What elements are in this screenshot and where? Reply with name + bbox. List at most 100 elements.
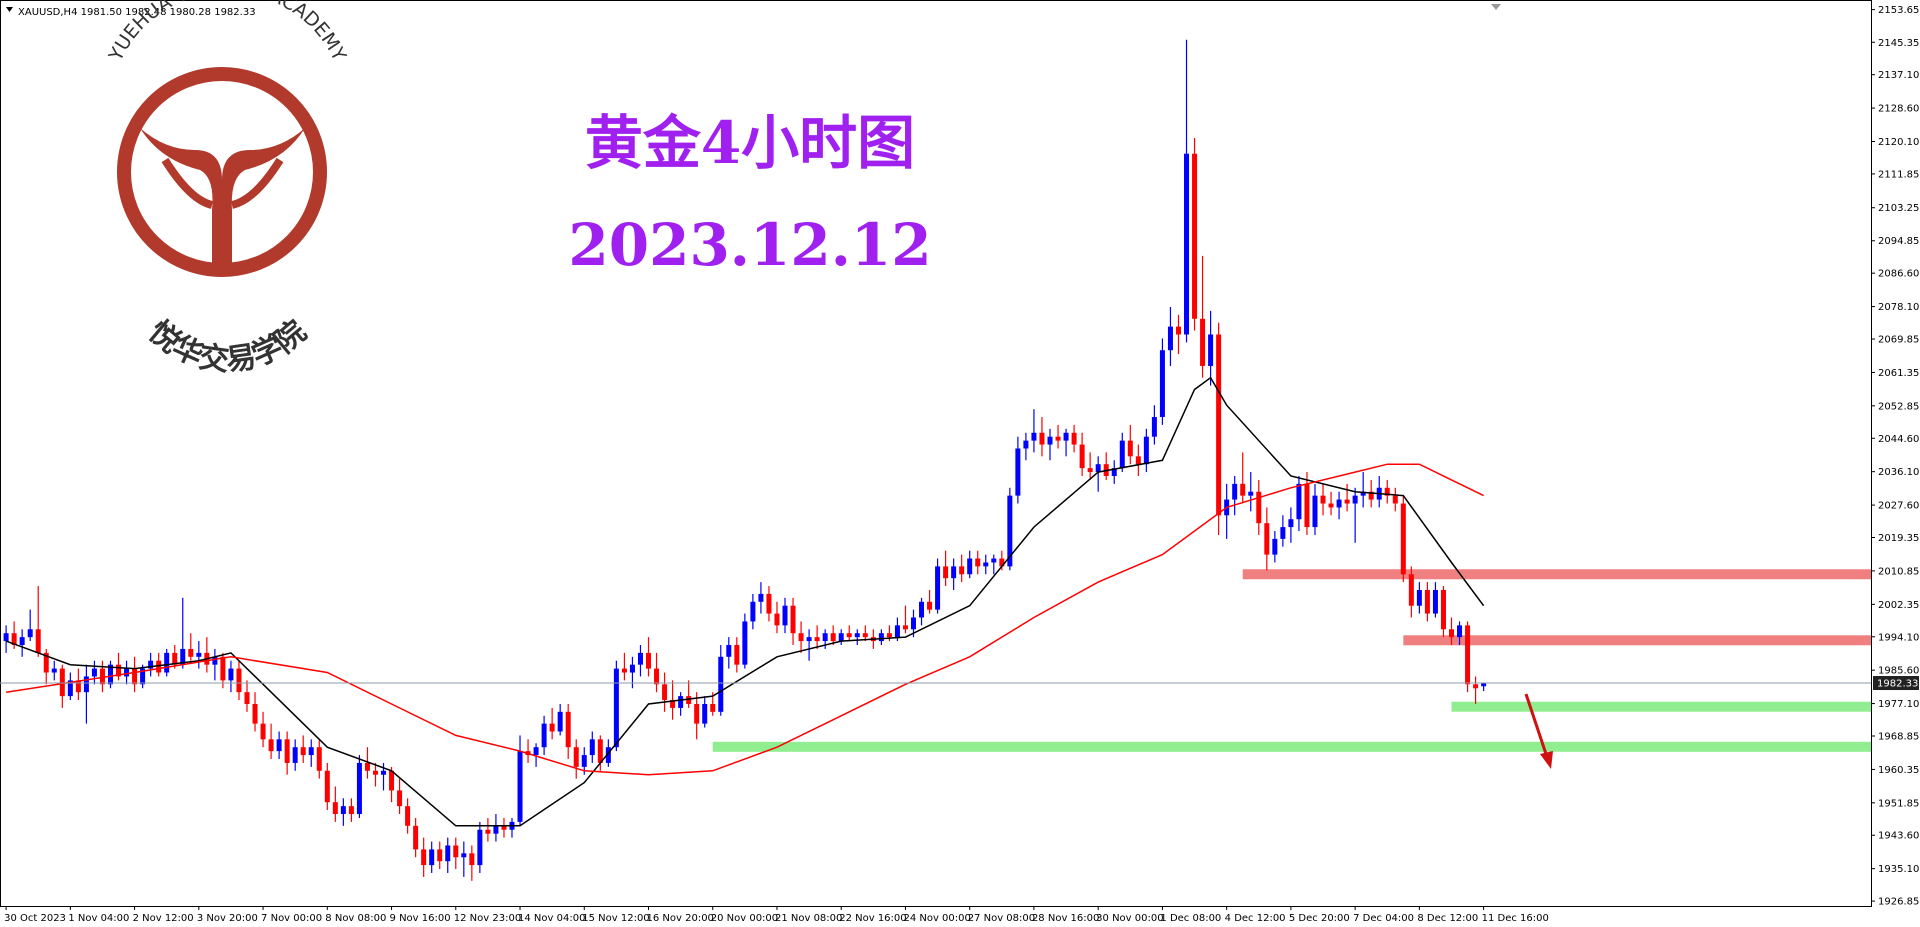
body bbox=[533, 747, 539, 756]
x-tick-label: 21 Nov 08:00 bbox=[775, 913, 842, 924]
body bbox=[1384, 487, 1390, 496]
body bbox=[894, 625, 900, 638]
body bbox=[959, 566, 965, 575]
body bbox=[148, 660, 154, 669]
body bbox=[1031, 432, 1037, 441]
x-tick-label: 14 Nov 04:00 bbox=[518, 913, 585, 924]
body bbox=[597, 739, 603, 763]
body bbox=[878, 633, 884, 642]
body bbox=[726, 645, 732, 657]
body bbox=[445, 845, 451, 862]
y-tick-label: 1943.60 bbox=[1878, 831, 1919, 842]
body bbox=[1063, 432, 1069, 441]
body bbox=[461, 853, 467, 858]
body bbox=[1184, 153, 1190, 335]
candles bbox=[3, 39, 1487, 881]
body bbox=[1473, 684, 1479, 689]
body bbox=[589, 739, 595, 756]
body bbox=[364, 762, 370, 771]
body bbox=[3, 633, 9, 642]
y-tick-label: 1960.35 bbox=[1878, 765, 1919, 776]
y-tick-label: 2078.10 bbox=[1878, 302, 1919, 313]
body bbox=[83, 676, 89, 693]
body bbox=[501, 825, 507, 830]
body bbox=[1449, 629, 1454, 638]
x-tick-label: 16 Nov 20:00 bbox=[647, 913, 714, 924]
body bbox=[405, 806, 411, 826]
body bbox=[654, 668, 660, 685]
body bbox=[172, 652, 178, 665]
moving-averages bbox=[5, 376, 1485, 827]
body bbox=[35, 629, 41, 653]
body bbox=[1159, 350, 1165, 418]
body bbox=[710, 703, 716, 712]
body bbox=[1151, 417, 1157, 437]
x-tick-label: 20 Nov 00:00 bbox=[711, 913, 778, 924]
plot-frame bbox=[0, 0, 1872, 907]
current-price-box bbox=[1873, 676, 1919, 691]
y-tick-label: 2069.85 bbox=[1878, 335, 1919, 346]
body bbox=[854, 633, 860, 638]
y-tick-label: 2111.85 bbox=[1878, 169, 1919, 180]
body bbox=[1440, 589, 1446, 630]
body bbox=[975, 558, 981, 567]
body bbox=[549, 723, 555, 732]
body bbox=[758, 593, 764, 602]
y-tick-label: 2137.10 bbox=[1878, 70, 1919, 81]
body bbox=[718, 656, 724, 712]
y-tick-label: 2086.60 bbox=[1878, 269, 1919, 280]
body bbox=[790, 605, 796, 634]
body bbox=[1328, 503, 1334, 508]
body bbox=[702, 703, 708, 724]
body bbox=[782, 605, 788, 626]
zone bbox=[1242, 569, 1871, 580]
body bbox=[397, 790, 403, 807]
body bbox=[372, 770, 378, 775]
x-tick-label: 5 Dec 20:00 bbox=[1289, 913, 1350, 924]
x-tick-label: 22 Nov 16:00 bbox=[839, 913, 906, 924]
body bbox=[212, 656, 218, 665]
body bbox=[646, 652, 651, 669]
body bbox=[220, 656, 226, 681]
body bbox=[999, 558, 1005, 567]
body bbox=[1457, 625, 1463, 638]
body bbox=[51, 668, 57, 673]
body bbox=[27, 629, 33, 638]
body bbox=[919, 601, 925, 618]
body bbox=[1007, 495, 1013, 567]
body bbox=[581, 755, 587, 767]
y-tick-label: 2002.35 bbox=[1878, 600, 1919, 611]
body bbox=[340, 806, 346, 815]
body bbox=[1071, 432, 1077, 445]
x-tick-label: 4 Dec 12:00 bbox=[1225, 913, 1286, 924]
body bbox=[1352, 495, 1358, 504]
body bbox=[252, 703, 258, 724]
body bbox=[308, 747, 314, 756]
body bbox=[910, 617, 916, 630]
body bbox=[1087, 468, 1093, 473]
body bbox=[1408, 574, 1414, 606]
y-tick-label: 2010.85 bbox=[1878, 566, 1919, 577]
y-tick-label: 1926.85 bbox=[1878, 897, 1919, 908]
body bbox=[1344, 499, 1350, 504]
zone bbox=[1403, 635, 1871, 646]
body bbox=[1481, 683, 1487, 687]
title: 黄金4小时图 bbox=[585, 109, 915, 177]
body bbox=[1272, 538, 1278, 555]
subtitle: 2023.12.12 bbox=[568, 211, 931, 279]
body bbox=[1288, 519, 1294, 528]
body bbox=[1095, 464, 1101, 473]
body bbox=[228, 668, 234, 681]
x-tick-label: 8 Nov 08:00 bbox=[325, 913, 386, 924]
body bbox=[1256, 491, 1262, 524]
body bbox=[565, 711, 571, 748]
body bbox=[798, 633, 804, 642]
body bbox=[621, 668, 627, 673]
body bbox=[1055, 436, 1061, 441]
body bbox=[1416, 589, 1422, 606]
body bbox=[557, 711, 563, 732]
header: XAUUSD,H4 1981.50 1982.48 1980.28 1982.3… bbox=[18, 7, 256, 18]
body bbox=[943, 566, 949, 579]
body bbox=[1039, 432, 1045, 445]
y-tick-label: 1968.85 bbox=[1878, 732, 1919, 743]
